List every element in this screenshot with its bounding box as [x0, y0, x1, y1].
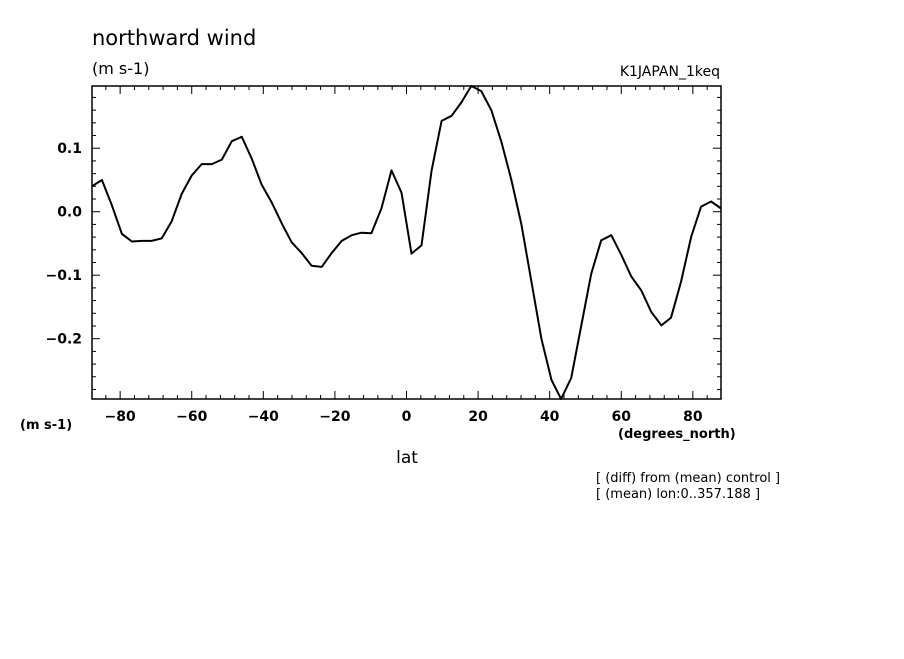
- chart-subtitle: (m s-1): [92, 59, 149, 78]
- note-line-1: [ (diff) from (mean) control ]: [596, 471, 780, 486]
- x-tick-label: 80: [683, 409, 703, 425]
- x-tick-label: 0: [402, 409, 412, 425]
- plot-frame: [91, 85, 722, 400]
- y-tick-label: −0.1: [45, 268, 82, 284]
- x-tick-label: −60: [176, 409, 207, 425]
- x-tick-label: −80: [105, 409, 136, 425]
- x-tick-label: −20: [319, 409, 350, 425]
- x-tick-label: 40: [540, 409, 560, 425]
- x-axis-label: lat: [396, 448, 418, 468]
- x-tick-label: 60: [612, 409, 632, 425]
- chart-title: northward wind: [92, 26, 256, 50]
- y-tick-label: −0.2: [45, 332, 82, 348]
- y-tick-labels: 0.1 0.0 −0.1 −0.2: [45, 141, 82, 347]
- run-label: K1JAPAN_1keq: [620, 64, 720, 80]
- tick-marks: [92, 86, 721, 399]
- y-units-label: (m s-1): [20, 418, 72, 433]
- note-line-2: [ (mean) lon:0..357.188 ]: [596, 487, 760, 502]
- x-units-label: (degrees_north): [618, 427, 736, 442]
- series-layer: [91, 85, 722, 400]
- y-tick-label: 0.1: [57, 141, 82, 157]
- x-tick-label: 20: [468, 409, 488, 425]
- x-tick-labels: −80 −60 −40 −20 0 20 40 60 80: [105, 409, 703, 425]
- series-line: [91, 85, 722, 400]
- y-tick-label: 0.0: [57, 205, 82, 221]
- x-tick-label: −40: [248, 409, 279, 425]
